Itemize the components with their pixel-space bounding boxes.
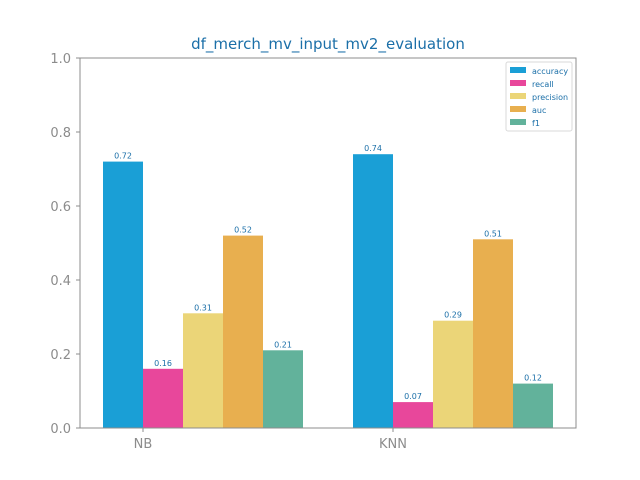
- bar-accuracy-knn: [353, 154, 393, 428]
- y-tick-label: 0.6: [50, 200, 71, 215]
- legend-swatch-accuracy: [510, 67, 526, 73]
- bar-precision-knn: [433, 320, 473, 428]
- data-label-auc-knn: 0.51: [484, 229, 502, 238]
- y-axis: 0.0 0.2 0.4 0.6 0.8 1.0: [50, 52, 80, 437]
- data-label-accuracy-nb: 0.72: [114, 152, 132, 161]
- chart-title: df_merch_mv_input_mv2_evaluation: [191, 35, 465, 54]
- bar-f1-nb: [263, 350, 303, 428]
- legend-swatch-auc: [510, 106, 526, 112]
- legend-swatch-f1: [510, 119, 526, 125]
- bar-recall-knn: [393, 402, 433, 428]
- x-axis: NB KNN: [134, 428, 407, 452]
- bar-recall-nb: [143, 368, 183, 428]
- legend-label-precision: precision: [532, 93, 568, 102]
- data-label-recall-knn: 0.07: [404, 392, 422, 401]
- bar-f1-knn: [513, 383, 553, 428]
- x-tick-label-knn: KNN: [379, 437, 407, 452]
- data-label-auc-nb: 0.52: [234, 226, 252, 235]
- data-label-f1-knn: 0.12: [524, 374, 542, 383]
- x-tick-label-nb: NB: [134, 437, 153, 452]
- legend-label-auc: auc: [532, 106, 546, 115]
- legend-swatch-recall: [510, 80, 526, 86]
- legend-label-recall: recall: [532, 80, 554, 89]
- bar-auc-nb: [223, 235, 263, 428]
- legend: accuracy recall precision auc f1: [505, 61, 573, 132]
- data-label-recall-nb: 0.16: [154, 359, 172, 368]
- legend-swatch-precision: [510, 93, 526, 99]
- data-labels-group: 0.72 0.74 0.16 0.07 0.31 0.29 0.52 0.51 0.21 0.12: [114, 144, 542, 401]
- y-tick-label: 0.0: [50, 422, 71, 437]
- y-tick-label: 0.2: [50, 348, 71, 363]
- legend-box: [505, 61, 573, 132]
- y-tick-label: 0.4: [50, 274, 71, 289]
- bars-group: [103, 154, 553, 428]
- bar-accuracy-nb: [103, 161, 143, 428]
- data-label-precision-nb: 0.31: [194, 303, 212, 312]
- plot-area-frame: [79, 57, 577, 429]
- data-label-f1-nb: 0.21: [274, 340, 292, 349]
- data-label-precision-knn: 0.29: [444, 311, 462, 320]
- bar-precision-nb: [183, 313, 223, 428]
- legend-label-accuracy: accuracy: [532, 67, 568, 76]
- legend-label-f1: f1: [532, 119, 540, 128]
- y-tick-label: 1.0: [50, 52, 71, 67]
- y-tick-label: 0.8: [50, 126, 71, 141]
- data-label-accuracy-knn: 0.74: [364, 144, 382, 153]
- bar-auc-knn: [473, 239, 513, 428]
